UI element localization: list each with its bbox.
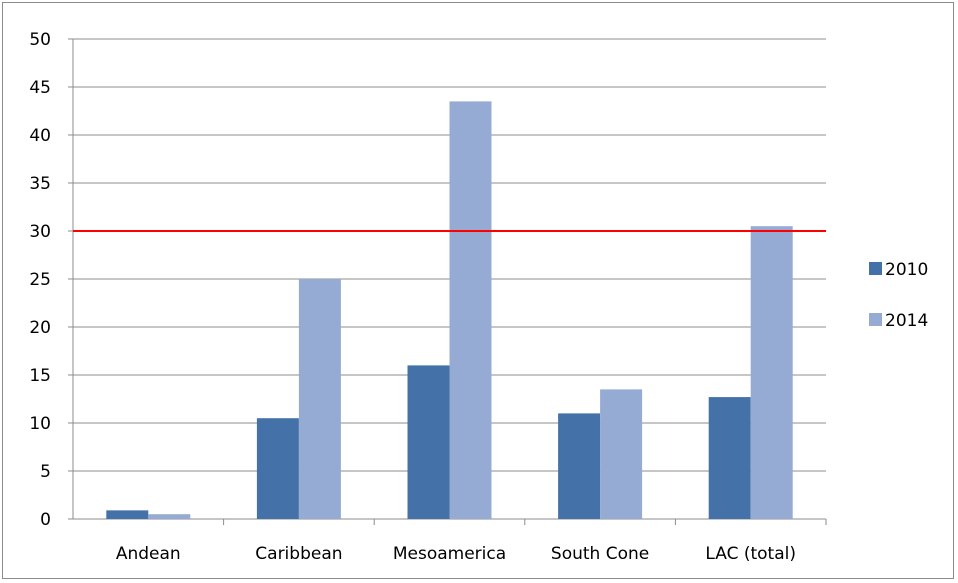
y-tick-label: 15 bbox=[29, 366, 51, 386]
legend-label-2010: 2010 bbox=[885, 260, 928, 280]
y-tick-label: 5 bbox=[40, 462, 51, 482]
bar-2014-4 bbox=[750, 226, 793, 519]
y-tick-label: 10 bbox=[29, 414, 51, 434]
bar-2014-0 bbox=[148, 514, 191, 519]
x-tick-label: Caribbean bbox=[255, 544, 342, 564]
x-tick-label: Mesoamerica bbox=[393, 544, 506, 564]
bar-chart: 0 5 10 15 20 25 30 35 40 45 50 Andean Caribbean Mesoa… bbox=[29, 30, 928, 564]
legend-swatch-2014 bbox=[869, 313, 882, 326]
y-tick-label: 25 bbox=[29, 270, 51, 290]
bar-2010-0 bbox=[106, 510, 149, 519]
bar-2010-2 bbox=[407, 365, 450, 519]
x-tick-label: South Cone bbox=[551, 544, 649, 564]
bar-2014-3 bbox=[600, 389, 643, 519]
bar-2014-1 bbox=[298, 279, 341, 519]
x-tick-label: Andean bbox=[116, 544, 181, 564]
bar-2010-1 bbox=[256, 418, 299, 519]
y-tick-label: 20 bbox=[29, 318, 51, 338]
y-tick-label: 30 bbox=[29, 222, 51, 242]
bar-2010-4 bbox=[708, 397, 751, 519]
bar-2010-3 bbox=[558, 413, 601, 519]
y-tick-label: 45 bbox=[29, 78, 51, 98]
legend-label-2014: 2014 bbox=[885, 311, 928, 331]
y-tick-label: 0 bbox=[40, 510, 51, 530]
bar-2014-2 bbox=[449, 101, 492, 520]
y-tick-label: 35 bbox=[29, 174, 51, 194]
legend-swatch-2010 bbox=[869, 262, 882, 275]
x-tick-label: LAC (total) bbox=[705, 544, 796, 564]
y-tick-label: 50 bbox=[29, 30, 51, 50]
y-tick-label: 40 bbox=[29, 126, 51, 146]
